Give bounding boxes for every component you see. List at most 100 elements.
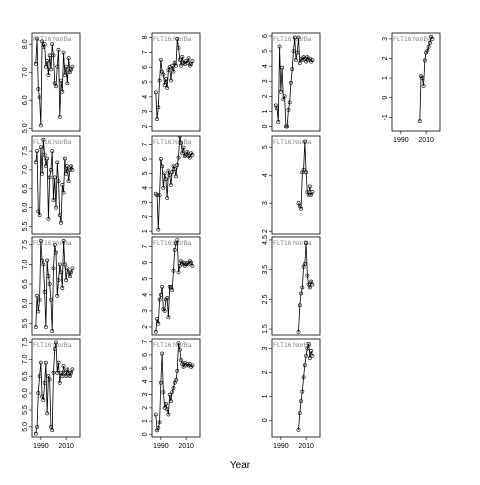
point bbox=[180, 151, 185, 156]
y-tick-label: 2 bbox=[382, 56, 389, 60]
point bbox=[50, 42, 55, 47]
panel-title: FLT16:NorBa bbox=[153, 342, 192, 349]
y-tick-label: 2 bbox=[142, 215, 149, 219]
y-tick-label: 2.5 bbox=[262, 294, 269, 304]
point bbox=[162, 171, 167, 176]
x-tick-label: 2010 bbox=[298, 443, 314, 450]
x-tick-label: 2010 bbox=[418, 137, 434, 144]
point bbox=[307, 285, 312, 290]
point bbox=[47, 175, 52, 180]
point bbox=[36, 391, 41, 395]
point bbox=[167, 284, 172, 289]
point bbox=[38, 360, 43, 365]
point bbox=[37, 297, 42, 302]
point bbox=[62, 73, 67, 77]
panel-plot: FLT16:NorBa bbox=[393, 35, 435, 124]
point bbox=[419, 74, 423, 79]
y-tick-label: 3 bbox=[262, 347, 269, 351]
point bbox=[54, 340, 58, 345]
point bbox=[306, 341, 311, 346]
point bbox=[33, 325, 38, 330]
point bbox=[157, 420, 162, 425]
point bbox=[185, 149, 190, 154]
point bbox=[163, 401, 168, 406]
point bbox=[305, 273, 310, 278]
point bbox=[169, 78, 173, 83]
point bbox=[296, 330, 301, 334]
point bbox=[57, 381, 62, 385]
panel-frame bbox=[271, 32, 321, 132]
point bbox=[60, 286, 65, 290]
point bbox=[40, 394, 45, 399]
y-tick-label: 6 bbox=[142, 157, 149, 161]
series-line bbox=[35, 38, 73, 126]
y-tick-label: 1.5 bbox=[262, 324, 269, 334]
point bbox=[174, 241, 178, 246]
point bbox=[172, 167, 177, 172]
y-tick-label: 1 bbox=[262, 394, 269, 398]
point bbox=[42, 42, 47, 47]
point bbox=[61, 50, 66, 55]
y-tick-label: 6.0 bbox=[22, 388, 29, 398]
point bbox=[297, 411, 302, 415]
y-tick-label: 1 bbox=[382, 76, 389, 80]
point bbox=[177, 347, 182, 352]
point bbox=[51, 53, 56, 58]
series-line bbox=[155, 240, 193, 332]
y-tick-label: 1 bbox=[142, 229, 149, 233]
y-tick-label: 1 bbox=[262, 109, 269, 113]
point bbox=[189, 260, 194, 265]
point bbox=[65, 164, 70, 169]
y-tick-label: 7 bbox=[142, 245, 149, 249]
x-tick-label: 2010 bbox=[58, 443, 74, 450]
y-tick-label: 6 bbox=[142, 353, 149, 357]
point bbox=[290, 67, 295, 72]
y-tick-label: 7.0 bbox=[22, 354, 29, 364]
point bbox=[62, 156, 67, 161]
y-tick-label: 7.0 bbox=[22, 67, 29, 77]
point bbox=[174, 174, 178, 179]
y-tick-label: 4 bbox=[142, 293, 149, 297]
point bbox=[156, 425, 161, 430]
point bbox=[46, 374, 51, 379]
point bbox=[158, 380, 163, 385]
point bbox=[286, 107, 291, 112]
panel-title: FLT16:NorBa bbox=[33, 139, 72, 146]
panel-frame bbox=[31, 32, 81, 132]
y-tick-label: 7 bbox=[142, 340, 149, 344]
series-line bbox=[275, 37, 313, 127]
point bbox=[40, 39, 45, 44]
y-tick-label: 0 bbox=[262, 418, 269, 422]
point bbox=[64, 374, 69, 379]
point bbox=[46, 217, 51, 221]
point bbox=[170, 288, 175, 292]
point bbox=[45, 59, 50, 63]
point bbox=[186, 56, 191, 61]
point bbox=[66, 56, 71, 61]
y-tick-label: 7.5 bbox=[22, 146, 29, 156]
point bbox=[291, 49, 296, 53]
point bbox=[175, 37, 180, 41]
point bbox=[36, 87, 41, 91]
point bbox=[55, 64, 60, 69]
point bbox=[307, 356, 312, 361]
point bbox=[56, 278, 61, 283]
panel-title: FLT16:NorBa bbox=[33, 240, 72, 247]
point bbox=[60, 374, 65, 379]
point bbox=[49, 424, 53, 429]
point bbox=[33, 431, 38, 436]
point bbox=[295, 50, 300, 55]
point bbox=[176, 155, 181, 160]
point bbox=[45, 411, 50, 416]
point bbox=[155, 117, 159, 122]
y-tick-label: 4.5 bbox=[262, 235, 269, 245]
panel-title: FLT16:NorBa bbox=[393, 36, 432, 43]
y-tick-label: 5 bbox=[262, 49, 269, 53]
point bbox=[179, 141, 183, 146]
point bbox=[41, 262, 46, 267]
point bbox=[169, 183, 173, 187]
point bbox=[59, 78, 63, 83]
y-tick-label: 1 bbox=[142, 419, 149, 423]
point bbox=[179, 358, 183, 363]
point bbox=[66, 270, 71, 275]
